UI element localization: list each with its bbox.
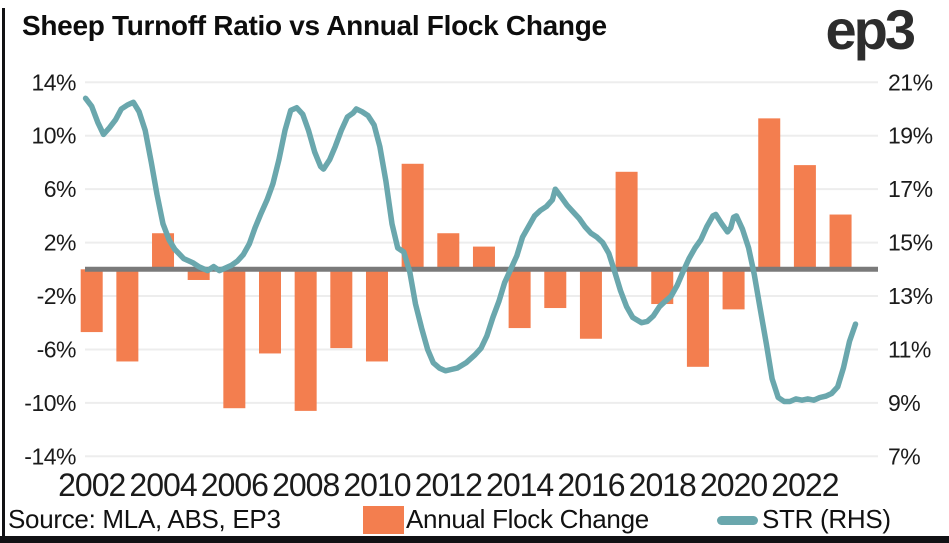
svg-text:14%: 14% [31,69,76,95]
str-line [82,95,859,405]
chart-title: Sheep Turnoff Ratio vs Annual Flock Chan… [22,10,607,41]
source-note: Source: MLA, ABS, EP3 [8,504,281,534]
svg-text:7%: 7% [888,443,920,469]
svg-text:2004: 2004 [129,467,196,503]
svg-text:2012: 2012 [415,467,482,503]
bar-2016 [579,269,602,339]
svg-text:2014: 2014 [486,467,553,503]
svg-text:2018: 2018 [629,467,696,503]
bar-2022 [793,165,816,270]
legend-label: STR (RHS) [762,504,891,534]
svg-text:6%: 6% [44,176,76,202]
bar-2011 [401,163,424,270]
svg-text:2002: 2002 [58,467,125,503]
bottom-bar [0,536,949,543]
svg-text:-14%: -14% [24,443,76,469]
bar-2005 [187,269,210,280]
ep3-logo: ep3 [825,0,916,61]
bar-2003 [116,269,139,362]
svg-text:15%: 15% [888,230,933,256]
bar-2020 [722,269,745,310]
svg-text:2022: 2022 [771,467,838,503]
bar-swatch-icon [363,505,404,534]
svg-text:-2%: -2% [37,283,76,309]
bar-2010 [365,269,388,362]
line-swatch-icon [717,516,758,525]
flock-change-bars [80,118,852,411]
svg-text:-6%: -6% [37,336,76,362]
y-axis-right-labels: 21% 19% 17% 15% 13% 11% 9% 7% [888,69,933,469]
bar-2017 [615,171,638,270]
bar-2019 [686,269,709,367]
bar-2009 [330,269,353,349]
bar-2006 [223,269,246,409]
svg-text:19%: 19% [888,123,933,149]
bar-2021 [758,118,781,270]
y-axis-left-labels: 14% 10% 6% 2% -2% -6% -10% -14% [24,69,76,469]
svg-text:2016: 2016 [557,467,624,503]
svg-text:2010: 2010 [343,467,410,503]
bar-2015 [544,269,567,309]
svg-text:9%: 9% [888,390,920,416]
svg-text:13%: 13% [888,283,933,309]
bar-2013 [472,246,495,270]
legend-label: Annual Flock Change [406,504,649,534]
bar-2007 [259,269,281,354]
svg-text:11%: 11% [888,336,931,362]
svg-text:2008: 2008 [272,467,339,503]
left-border-line [2,8,5,536]
svg-text:2%: 2% [44,230,76,256]
bar-2018 [651,269,674,305]
svg-text:-10%: -10% [24,390,76,416]
svg-text:10%: 10% [31,123,76,149]
bar-2012 [437,233,460,270]
x-axis-labels: 2002 2004 2006 2008 2010 2012 2014 2016 2018 2020… [58,467,840,503]
legend-item-annual-flock-change: Annual Flock Change [363,504,649,535]
bar-2014 [508,269,531,329]
bar-2002 [80,269,103,333]
bar-2023 [829,214,852,270]
svg-text:17%: 17% [888,176,933,202]
bar-2008 [294,269,317,411]
svg-text:2020: 2020 [700,467,767,503]
legend-item-str-rhs: STR (RHS) [717,504,891,535]
svg-text:21%: 21% [888,69,933,95]
svg-text:2006: 2006 [201,467,268,503]
